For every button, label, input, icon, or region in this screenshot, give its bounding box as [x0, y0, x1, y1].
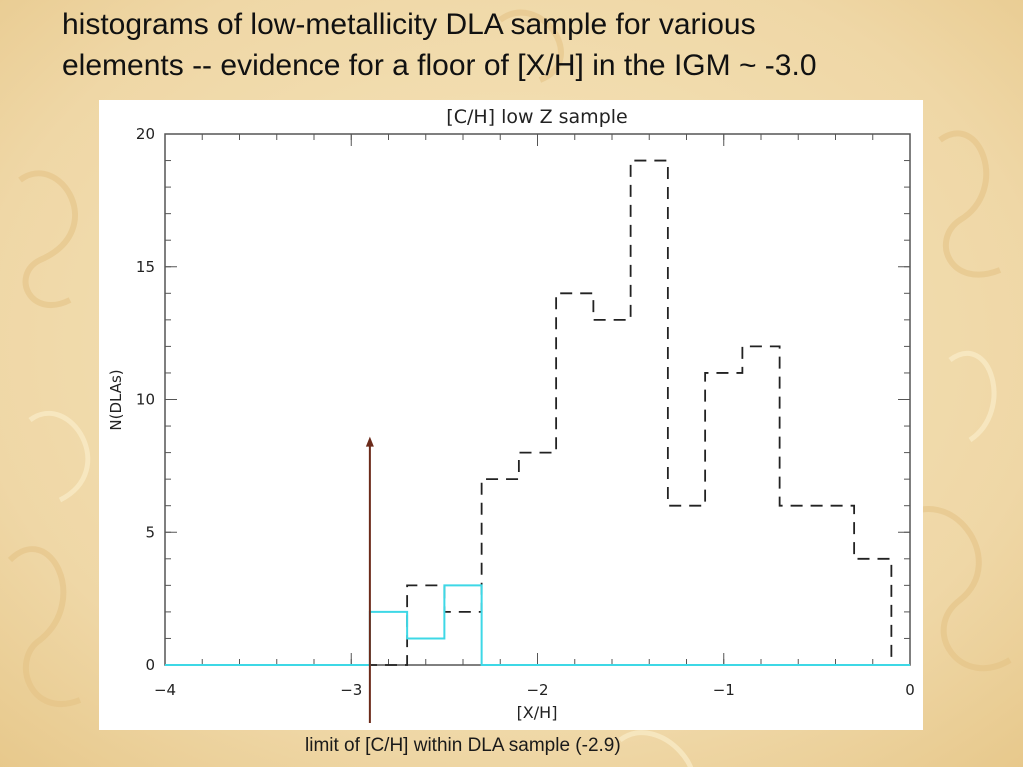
x-tick-label: −1 — [713, 681, 735, 699]
histogram-series — [165, 159, 910, 666]
chart-panel: [C/H] low Z sample −4 −3 −2 −1 0 0 5 10 15 20 [X/… — [99, 100, 923, 730]
chart-title: [C/H] low Z sample — [446, 106, 627, 128]
y-tick-label: 20 — [136, 125, 155, 143]
x-tick-label: 0 — [905, 681, 915, 699]
solid-histogram-series — [165, 584, 910, 666]
slide-title-line-2: elements -- evidence for a floor of [X/H… — [62, 49, 817, 82]
x-tick-label: −2 — [526, 681, 548, 699]
y-tick-label: 0 — [145, 656, 155, 674]
plot-frame — [164, 133, 911, 666]
slide-title-line-1: histograms of low-metallicity DLA sample… — [62, 8, 756, 41]
x-tick-label: −3 — [340, 681, 362, 699]
limit-arrow-head — [365, 436, 374, 447]
y-tick-label: 15 — [136, 258, 155, 276]
tick-labels: −4 −3 −2 −1 0 0 5 10 15 20 — [136, 125, 915, 699]
x-tick-label: −4 — [154, 681, 176, 699]
histogram-chart: [C/H] low Z sample −4 −3 −2 −1 0 0 5 10 15 20 [X/… — [107, 106, 915, 723]
slide-title: histograms of low-metallicity DLA sample… — [62, 4, 1012, 86]
x-axis-label: [X/H] — [517, 703, 558, 722]
dashed-histogram-series — [165, 159, 910, 666]
axis-ticks — [164, 133, 911, 666]
arrow-caption: limit of [C/H] within DLA sample (-2.9) — [305, 735, 621, 756]
y-axis-label: N(DLAs) — [107, 369, 125, 430]
y-tick-label: 5 — [145, 523, 155, 541]
y-tick-label: 10 — [136, 391, 155, 409]
